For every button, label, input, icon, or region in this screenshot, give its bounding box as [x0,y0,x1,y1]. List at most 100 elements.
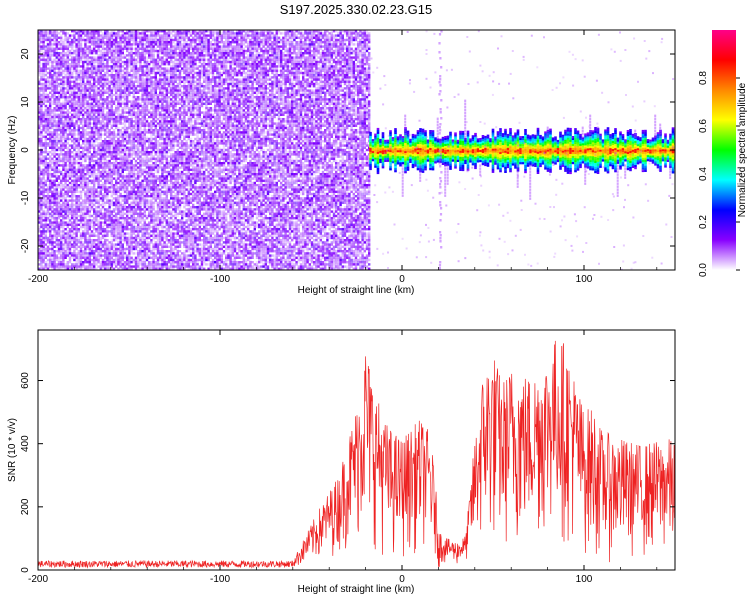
heatmap-cell [137,184,140,187]
heatmap-cell [145,236,149,240]
heatmap-cell [130,131,133,134]
heatmap-cell [60,212,63,215]
heatmap-cell [86,201,89,204]
heatmap-cell [66,60,69,64]
heatmap-cell [84,261,87,264]
heatmap-cell [137,76,140,79]
heatmap-cell [126,104,129,108]
heatmap-cell [60,252,63,255]
heatmap-cell [108,96,111,99]
heatmap-cell [82,234,85,237]
heatmap-cell [108,166,111,169]
heatmap-cell [141,230,144,233]
heatmap-cell [99,199,102,202]
heatmap-cell [75,146,78,149]
heatmap-cell [123,93,127,97]
heatmap-cell [84,223,87,226]
heatmap-cell [55,144,58,147]
heatmap-cell [104,267,107,270]
heatmap-cell [139,261,142,264]
heatmap-cell [130,38,133,42]
heatmap-cell [40,241,43,244]
heatmap-cell [110,102,113,105]
heatmap-cell [62,89,65,92]
heatmap-cell [86,124,89,127]
heatmap-cell [51,254,54,257]
heatmap-cell [115,164,118,167]
heatmap-cell [90,252,94,255]
heatmap-cell [46,157,50,160]
heatmap-cell [106,135,109,138]
heatmap-cell [143,140,146,143]
heatmap-cell [49,155,52,158]
heatmap-cell [49,52,52,55]
heatmap-cell [84,258,87,262]
heatmap-cell [150,137,153,141]
heatmap-cell [104,201,107,204]
heatmap-cell [71,232,74,235]
heatmap-cell [62,201,65,204]
heatmap-cell [57,58,61,61]
heatmap-cell [104,49,107,53]
heatmap-cell [79,78,83,81]
heatmap-cell [64,151,67,154]
heatmap-cell [101,96,105,99]
heatmap-cell [106,102,109,105]
heatmap-cell [145,36,149,39]
heatmap-cell [99,232,102,235]
heatmap-cell [126,239,129,242]
heatmap-cell [121,69,124,72]
heatmap-cell [108,36,111,39]
heatmap-cell [40,144,43,147]
heatmap-cell [55,120,58,123]
heatmap-cell [95,124,98,127]
heatmap-cell [132,201,135,204]
heatmap-cell [141,236,144,240]
heatmap-cell [145,175,149,178]
heatmap-cell [123,175,127,178]
heatmap-cell [139,34,142,37]
heatmap-cell [126,115,129,119]
heatmap-cell [53,256,56,259]
heatmap-cell [38,78,41,81]
heatmap-cell [134,102,138,105]
heatmap-cell [62,126,65,130]
heatmap-cell [57,137,61,141]
heatmap-cell [139,159,142,163]
heatmap-cell [128,168,131,171]
heatmap-cell [51,120,54,123]
heatmap-cell [101,212,105,215]
heatmap-cell [117,190,120,193]
heatmap-cell [148,129,151,132]
heatmap-cell [79,181,83,185]
heatmap-cell [40,36,43,39]
heatmap-cell [60,78,63,81]
heatmap-cell [132,140,135,143]
heatmap-cell [71,89,74,92]
heatmap-cell [40,76,43,79]
heatmap-cell [93,184,96,187]
heatmap-cell [137,126,140,130]
heatmap-cell [110,30,113,33]
heatmap-cell [46,129,50,132]
heatmap-cell [128,170,131,174]
heatmap-cell [79,122,83,125]
heatmap-cell [51,76,54,79]
heatmap-cell [145,250,149,253]
heatmap-cell [126,129,129,132]
heatmap-cell [64,131,67,134]
heatmap-cell [123,69,127,72]
heatmap-cell [117,80,120,83]
heatmap-cell [97,43,100,46]
heatmap-cell [112,131,116,134]
heatmap-cell [86,164,89,167]
heatmap-cell [134,261,138,264]
heatmap-cell [51,102,54,105]
heatmap-cell [104,52,107,55]
heatmap-cell [44,60,47,64]
heatmap-cell [57,197,61,200]
heatmap-cell [115,89,118,92]
heatmap-cell [51,32,54,35]
heatmap-cell [108,137,111,141]
heatmap-cell [60,142,63,145]
